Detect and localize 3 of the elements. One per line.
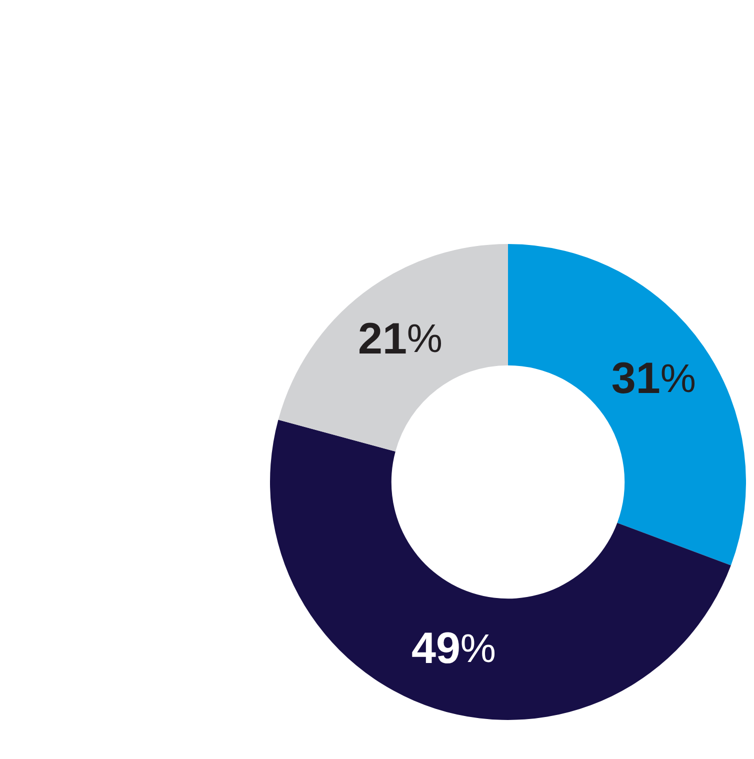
data-label: 31% — [611, 354, 696, 404]
data-label: 21% — [358, 314, 443, 364]
data-label: 49% — [411, 624, 496, 673]
